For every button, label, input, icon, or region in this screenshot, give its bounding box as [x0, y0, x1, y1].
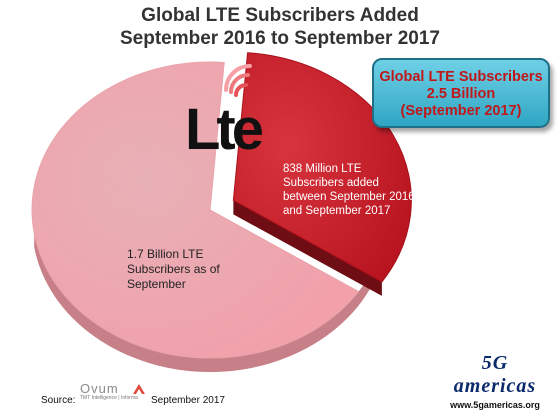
source-label: Source:: [41, 395, 76, 406]
callout-line3: (September 2017): [400, 103, 522, 119]
slice-label-added: 838 Million LTE Subscribers added betwee…: [283, 163, 415, 217]
pie-slice-existing: [31, 61, 360, 359]
chart-title: Global LTE Subscribers Added September 2…: [0, 4, 560, 50]
total-subscribers-callout: Global LTE Subscribers 2.5 Billion (Sept…: [372, 58, 550, 128]
5g-americas-logo: 5G americas: [453, 352, 537, 397]
ovum-logo: Ovum TMT Intelligence | Informa: [80, 381, 138, 401]
callout-line2: 2.5 Billion: [426, 86, 496, 102]
ovum-subtitle: TMT Intelligence | Informa: [80, 395, 138, 401]
chart-title-line2: September 2016 to September 2017: [120, 28, 440, 49]
callout-line1: Global LTE Subscribers: [379, 69, 543, 85]
signal-waves-icon: [224, 64, 252, 97]
chart-title-line1: Global LTE Subscribers Added: [141, 5, 419, 26]
slice-label-existing: 1.7 Billion LTE Subscribers as of Septem…: [127, 247, 220, 291]
5g-americas-brand: 5G americas www.5gamericas.org: [440, 352, 550, 410]
source-date: September 2017: [151, 395, 225, 406]
brand-url: www.5gamericas.org: [450, 400, 540, 410]
pie-slice-added: [232, 52, 412, 283]
pie-slice-added-side: [233, 200, 382, 296]
ovum-name: Ovum: [80, 381, 119, 396]
ovum-mark-icon: [133, 384, 145, 394]
lte-logo: Lte: [185, 97, 264, 162]
